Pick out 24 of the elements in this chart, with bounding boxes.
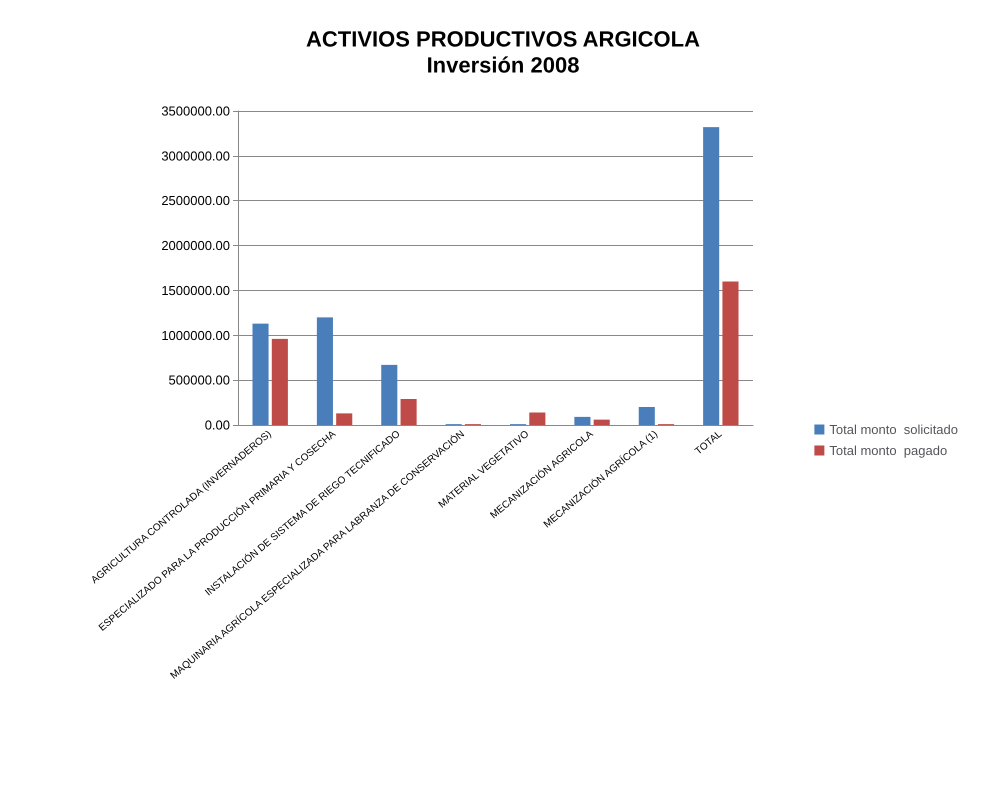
bar [316, 317, 333, 425]
bar [574, 416, 590, 425]
bar [381, 364, 398, 425]
y-tick-label: 1500000.00 [161, 282, 230, 298]
chart-title: ACTIVIOS PRODUCTIVOS ARGICOLA [306, 26, 700, 52]
y-tick-label: 1000000.00 [161, 328, 230, 343]
y-tick-label: 0.00 [204, 418, 230, 432]
y-tick-label: 2000000.00 [161, 238, 230, 254]
bar [272, 338, 288, 425]
legend-label: Total monto solicitado [829, 422, 958, 437]
bar [594, 420, 610, 425]
y-tick-label: 2500000.00 [161, 193, 230, 208]
legend-label: Total monto pagado [829, 443, 948, 458]
bar [722, 281, 739, 425]
bar [529, 412, 546, 425]
bar [252, 324, 269, 425]
y-tick-label: 3000000.00 [161, 148, 230, 164]
y-tick-label: 3500000.00 [161, 104, 230, 118]
bar [638, 407, 655, 425]
chart-subtitle: Inversión 2008 [426, 52, 580, 78]
bar [703, 127, 720, 425]
bar [336, 413, 352, 425]
y-tick-label: 500000.00 [168, 372, 230, 388]
bar [400, 398, 417, 425]
